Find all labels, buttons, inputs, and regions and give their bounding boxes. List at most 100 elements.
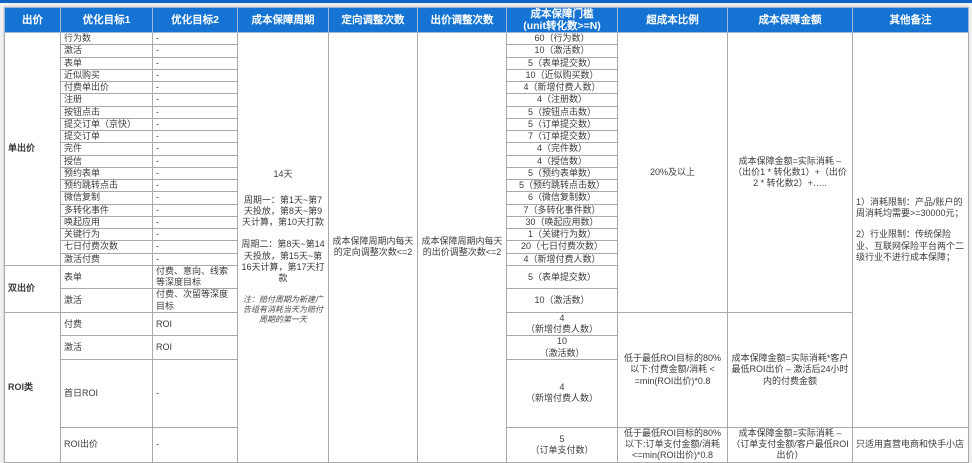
threshold-cell: 4（新增付费人数）	[506, 81, 618, 95]
header-threshold: 成本保障门槛 (unit转化数>=N)	[506, 6, 618, 34]
goal2-cell: -	[152, 358, 238, 428]
goal1-cell: 首日ROI	[60, 358, 153, 428]
guarantee-amount-cell: 成本保障金额=实际消耗*客户最低ROI出价 – 激活后24小时内的付费金额	[727, 311, 853, 428]
table-row: 唤起应用 - 30（唤起应用数）	[5, 215, 969, 230]
goal1-cell: 按钮点击	[60, 105, 153, 119]
other-notes-cell: 只适用直营电商和快手小店	[852, 426, 969, 463]
table-row: 关键行为 - 1（关键行为数）	[5, 228, 969, 242]
header-bid-adjust: 出价调整次数	[417, 6, 507, 34]
goal2-cell: -	[152, 228, 238, 242]
goal2-cell: -	[152, 142, 238, 156]
threshold-cell: 1（关键行为数）	[506, 228, 618, 242]
goal2-cell: -	[152, 215, 238, 230]
table-row: 双出价 表单 付费、意向、线索等深度目标 5（表单提交数）	[4, 264, 969, 313]
goal1-cell: 注册	[60, 93, 153, 107]
header-guarantee-amount: 成本保障金额	[727, 6, 853, 34]
bid-adjust-cell: 成本保障周期内每天的出价调整次数<=2	[417, 32, 507, 463]
goal1-cell: 行为数	[60, 32, 153, 46]
goal1-cell: 关键行为	[60, 228, 153, 242]
table-body: 单出价 行为数 -14天 周期一：第1天~第7天投放，第8天~第9天计算，第10天打款…	[4, 32, 969, 463]
bid-group-label: ROI类	[4, 311, 61, 463]
table-header: 出价 优化目标1 优化目标2 成本保障周期 定向调整次数 出价调整次数 成本保障…	[4, 6, 969, 34]
table-row: 激活 付费、次留等深度目标 10（激活数）	[5, 288, 969, 313]
threshold-cell: 5（预约表单数）	[506, 166, 618, 181]
header-other-notes: 其他备注	[852, 6, 969, 34]
table-row: 单出价 行为数 -14天 周期一：第1天~第7天投放，第8天~第9天计算，第10天打款…	[4, 32, 969, 463]
goal2-cell: -	[152, 179, 238, 193]
table-row: 预约跳转点击 - 5（预约跳转点击数）	[5, 179, 969, 193]
threshold-cell: 4（注册数）	[506, 93, 618, 107]
threshold-cell: 5（订单提交数）	[506, 117, 618, 132]
goal1-cell: 付费	[60, 311, 153, 337]
other-notes-cell: 1）消耗限制：产品/账户的周消耗均需要>=30000元； 2）行业限制：传统保险业…	[852, 32, 969, 428]
table-row: 预约表单 - 5（预约表单数）	[5, 166, 969, 181]
goal2-cell: 付费、意向、线索等深度目标	[152, 264, 238, 290]
goal2-cell: -	[152, 81, 238, 95]
goal1-cell: 预约表单	[60, 166, 153, 181]
table-row: 提交订单（京快） - 5（订单提交数）	[5, 117, 969, 132]
goal1-cell: 激活	[60, 288, 153, 313]
table-row: 近似购买 - 10（近似购买数）	[5, 68, 969, 83]
threshold-cell: 10（激活数）	[506, 44, 618, 58]
threshold-cell: 4（授信数）	[506, 154, 618, 168]
goal2-cell: -	[152, 130, 238, 144]
cost-guarantee-table-container: 出价 优化目标1 优化目标2 成本保障周期 定向调整次数 出价调整次数 成本保障…	[4, 6, 969, 463]
goal1-cell: 付费单出价	[60, 81, 153, 95]
header-over-cost-ratio: 超成本比例	[617, 6, 728, 34]
over-cost-ratio-cell: 低于最低ROI目标的80%以下:付费金额/消耗 < =min(ROI出价)*0.…	[617, 311, 728, 428]
threshold-cell: 60（行为数）	[506, 32, 618, 46]
goal2-cell: ROI	[152, 335, 238, 360]
table-row: 表单 - 5（表单提交数）	[5, 56, 969, 70]
period-paragraph: 周期一：第1天~第7天投放，第8天~第9天计算，第10天打款	[241, 194, 324, 228]
period-paragraph: 14天	[273, 169, 293, 180]
table-row: 付费单出价 - 4（新增付费人数）	[5, 81, 969, 95]
header-goal1: 优化目标1	[60, 6, 153, 34]
table-row: 按钮点击 - 5（按钮点击数）	[5, 105, 969, 119]
goal1-cell: 七日付费次数	[60, 240, 153, 254]
goal2-cell: -	[152, 56, 238, 70]
table-row: 授信 - 4（授信数）	[5, 154, 969, 168]
threshold-cell: 5 （订单支付数）	[506, 426, 618, 463]
table-row: 多转化事件 - 7（多转化事件数）	[5, 203, 969, 217]
goal1-cell: ROI出价	[60, 426, 153, 463]
notes-paragraph: 2）行业限制：传统保险业、互联网保险平台两个二级行业不进行成本保障；	[856, 229, 965, 262]
table-row: 激活付费 - 4（新增付费人数）	[5, 252, 969, 266]
header-row: 出价 优化目标1 优化目标2 成本保障周期 定向调整次数 出价调整次数 成本保障…	[4, 6, 969, 34]
goal2-cell: -	[152, 32, 238, 46]
threshold-cell: 20（七日付费次数）	[506, 240, 618, 254]
goal1-cell: 授信	[60, 154, 153, 168]
goal2-cell: -	[152, 68, 238, 83]
goal2-cell: -	[152, 191, 238, 205]
threshold-cell: 4（新增付费人数）	[506, 252, 618, 266]
goal1-cell: 激活	[60, 44, 153, 58]
header-period: 成本保障周期	[237, 6, 329, 34]
header-targeting-adjust: 定向调整次数	[328, 6, 418, 34]
goal1-cell: 提交订单（京快）	[60, 117, 153, 132]
top-accent-bar	[0, 0, 972, 3]
goal2-cell: -	[152, 426, 238, 463]
table-row: 微信复制 - 6（微信复制数）	[5, 191, 969, 205]
threshold-cell: 5（预约跳转点击数）	[506, 179, 618, 193]
goal2-cell: -	[152, 166, 238, 181]
header-goal2: 优化目标2	[152, 6, 238, 34]
period-cell: 14天 周期一：第1天~第7天投放，第8天~第9天计算，第10天打款 周期二：第8天…	[237, 32, 329, 463]
threshold-cell: 30（唤起应用数）	[506, 215, 618, 230]
goal1-cell: 近似购买	[60, 68, 153, 83]
threshold-cell: 5（按钮点击数）	[506, 105, 618, 119]
goal2-cell: -	[152, 44, 238, 58]
guarantee-amount-cell: 成本保障金额=实际消耗 –（出价1 * 转化数1）+（出价2 * 转化数2）+……	[727, 32, 853, 313]
threshold-cell: 10（近似购买数）	[506, 68, 618, 83]
goal2-cell: ROI	[152, 311, 238, 337]
goal1-cell: 表单	[60, 56, 153, 70]
goal2-cell: -	[152, 93, 238, 107]
bid-group-label: 单出价	[4, 32, 61, 266]
goal2-cell: -	[152, 203, 238, 217]
bid-group-label: 双出价	[4, 264, 61, 313]
goal1-cell: 完件	[60, 142, 153, 156]
goal1-cell: 唤起应用	[60, 215, 153, 230]
goal1-cell: 激活	[60, 335, 153, 360]
goal1-cell: 表单	[60, 264, 153, 290]
over-cost-ratio-cell: 20%及以上	[617, 32, 728, 313]
goal2-cell: -	[152, 105, 238, 119]
notes-paragraph: 只适用直营电商和快手小店	[856, 439, 965, 450]
